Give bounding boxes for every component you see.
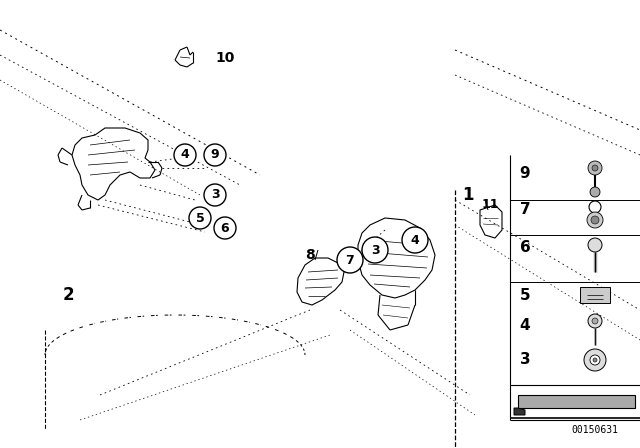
- Circle shape: [402, 227, 428, 253]
- Text: 10: 10: [215, 51, 234, 65]
- Circle shape: [588, 161, 602, 175]
- Text: 9: 9: [211, 148, 220, 161]
- Polygon shape: [518, 395, 635, 408]
- Circle shape: [362, 237, 388, 263]
- Bar: [580, 287, 610, 303]
- Circle shape: [591, 216, 599, 224]
- Text: 00150631: 00150631: [572, 425, 618, 435]
- Circle shape: [204, 184, 226, 206]
- Text: 6: 6: [221, 221, 229, 234]
- Text: 1: 1: [462, 186, 474, 204]
- Circle shape: [590, 355, 600, 365]
- Text: 11: 11: [481, 198, 499, 211]
- Text: 3: 3: [211, 189, 220, 202]
- Circle shape: [588, 314, 602, 328]
- Text: 3: 3: [520, 353, 531, 367]
- Circle shape: [590, 187, 600, 197]
- Text: 4: 4: [520, 318, 531, 332]
- Circle shape: [589, 201, 601, 213]
- Text: 7: 7: [520, 202, 531, 217]
- Circle shape: [584, 349, 606, 371]
- Circle shape: [592, 318, 598, 324]
- Text: 2: 2: [62, 286, 74, 304]
- Text: 7: 7: [346, 254, 355, 267]
- Text: 9: 9: [520, 165, 531, 181]
- Polygon shape: [514, 408, 525, 415]
- Circle shape: [204, 144, 226, 166]
- Circle shape: [592, 165, 598, 171]
- Text: 8: 8: [305, 248, 315, 262]
- Circle shape: [337, 247, 363, 273]
- Text: 5: 5: [520, 288, 531, 302]
- Circle shape: [593, 358, 597, 362]
- Circle shape: [189, 207, 211, 229]
- Text: 4: 4: [180, 148, 189, 161]
- Circle shape: [214, 217, 236, 239]
- Circle shape: [174, 144, 196, 166]
- Circle shape: [587, 212, 603, 228]
- Text: 4: 4: [411, 233, 419, 246]
- Text: 6: 6: [520, 241, 531, 255]
- Text: 3: 3: [371, 244, 380, 257]
- Text: 5: 5: [196, 211, 204, 224]
- Circle shape: [588, 238, 602, 252]
